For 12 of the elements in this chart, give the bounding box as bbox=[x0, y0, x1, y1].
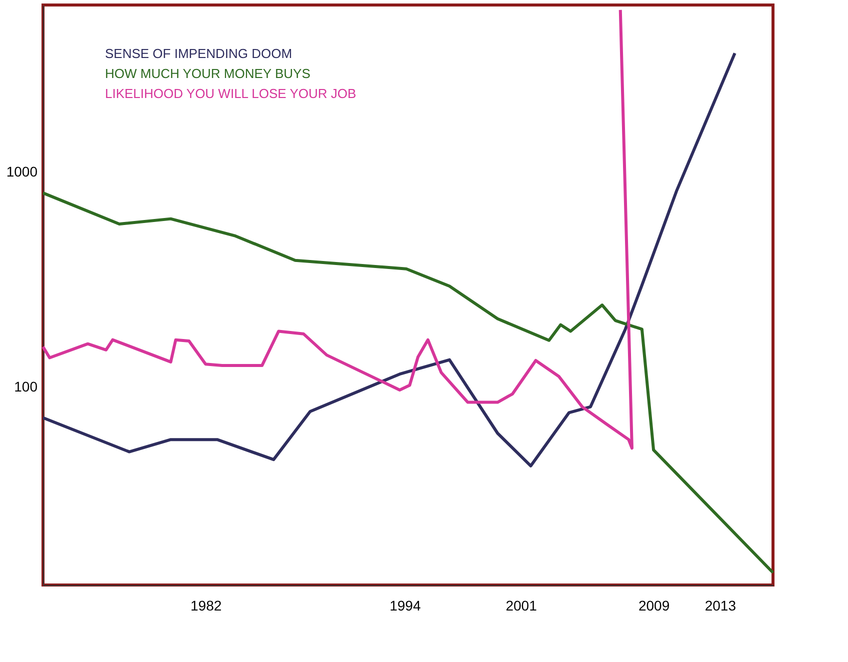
text: LIKELIHOOD YOU WILL LOSE YOUR JOB bbox=[105, 86, 356, 101]
x-tick-label: 2001 bbox=[506, 598, 538, 614]
text: SENSE OF IMPENDING DOOM bbox=[105, 46, 292, 61]
x-tick-label: 2013 bbox=[704, 598, 736, 614]
x-tick-label: 2009 bbox=[638, 598, 670, 614]
y-tick-label: 1000 bbox=[6, 164, 38, 180]
text: HOW MUCH YOUR MONEY BUYS bbox=[105, 66, 311, 81]
x-tick-label: 1982 bbox=[190, 598, 222, 614]
x-tick-label: 1994 bbox=[390, 598, 421, 614]
line-series bbox=[42, 191, 774, 574]
line-series bbox=[42, 8, 634, 450]
y-tick-label: 100 bbox=[14, 378, 38, 395]
